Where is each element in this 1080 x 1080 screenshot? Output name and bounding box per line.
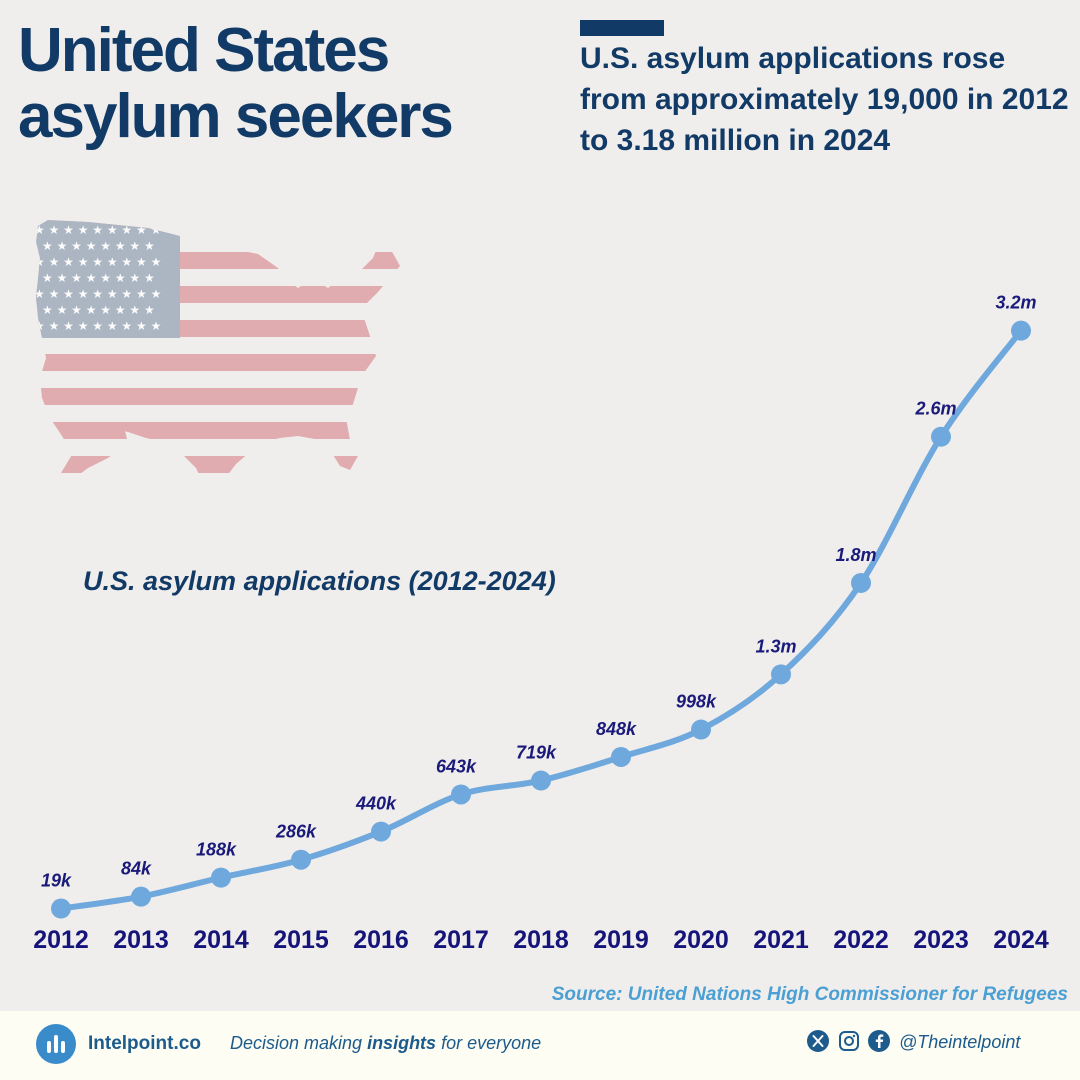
- x-tick-label-2017: 2017: [433, 926, 489, 954]
- us-flag-map-icon: ★ ★ ★ ★ ★ ★ ★ ★ ★ ★ ★ ★ ★ ★ ★ ★ ★ ★ ★ ★ …: [34, 220, 400, 494]
- data-point-2024: [1011, 320, 1031, 341]
- accent-bar: [580, 20, 664, 36]
- data-point-2019: [611, 746, 631, 767]
- svg-text:★ ★ ★ ★ ★ ★ ★ ★: ★ ★ ★ ★ ★ ★ ★ ★: [42, 271, 155, 285]
- data-point-2016: [371, 821, 391, 842]
- data-point-2012: [51, 898, 71, 919]
- x-tick-label-2022: 2022: [833, 926, 889, 954]
- x-tick-label-2013: 2013: [113, 926, 169, 954]
- svg-text:★ ★ ★ ★ ★ ★ ★ ★ ★: ★ ★ ★ ★ ★ ★ ★ ★ ★: [34, 287, 161, 301]
- instagram-icon[interactable]: [838, 1030, 860, 1052]
- data-point-2014: [211, 867, 231, 888]
- footer: Intelpoint.co Decision making insights f…: [0, 1011, 1080, 1080]
- title-line-1: United States: [18, 16, 390, 85]
- data-label-2019: 848k: [596, 719, 637, 739]
- x-tick-label-2024: 2024: [993, 926, 1049, 954]
- svg-text:★ ★ ★ ★ ★ ★ ★ ★ ★: ★ ★ ★ ★ ★ ★ ★ ★ ★: [34, 319, 161, 333]
- x-tick-label-2020: 2020: [673, 926, 729, 954]
- data-label-2018: 719k: [516, 743, 557, 763]
- x-tick-label-2021: 2021: [753, 926, 809, 954]
- data-label-2024: 3.2m: [995, 293, 1036, 313]
- x-icon[interactable]: [807, 1030, 829, 1052]
- data-label-2023: 2.6m: [914, 399, 956, 419]
- data-point-2021: [771, 664, 791, 685]
- data-label-2016: 440k: [355, 794, 397, 814]
- source-note: Source: United Nations High Commissioner…: [551, 984, 1068, 1005]
- svg-text:★ ★ ★ ★ ★ ★ ★ ★: ★ ★ ★ ★ ★ ★ ★ ★: [42, 239, 155, 253]
- data-point-2020: [691, 719, 711, 740]
- data-point-2015: [291, 849, 311, 870]
- x-tick-label-2019: 2019: [593, 926, 649, 954]
- data-label-2015: 286k: [275, 822, 317, 842]
- line-chart: 19k 2012 84k 2013 188k 2014 286k 2015 440k 2016 64…: [33, 293, 1049, 954]
- chart-title: U.S. asylum applications (2012-2024): [83, 566, 556, 596]
- x-tick-label-2015: 2015: [273, 926, 329, 954]
- title-line-2: asylum seekers: [18, 82, 454, 151]
- x-tick-label-2023: 2023: [913, 926, 969, 954]
- data-point-2013: [131, 886, 151, 907]
- svg-text:★ ★ ★ ★ ★ ★ ★ ★ ★: ★ ★ ★ ★ ★ ★ ★ ★ ★: [34, 255, 161, 269]
- facebook-icon[interactable]: [868, 1030, 890, 1052]
- headline: U.S. asylum applications rose from appro…: [580, 42, 1069, 157]
- series-line: [58, 327, 1024, 912]
- data-point-2017: [451, 784, 471, 805]
- data-label-2020: 998k: [676, 692, 717, 712]
- intelpoint-logo-icon: [36, 1024, 76, 1064]
- data-point-2018: [531, 770, 551, 791]
- data-point-2022: [851, 572, 871, 593]
- social-handle[interactable]: @Theintelpoint: [899, 1032, 1021, 1052]
- x-tick-label-2018: 2018: [513, 926, 569, 954]
- data-label-2021: 1.3m: [755, 636, 796, 656]
- data-label-2022: 1.8m: [835, 545, 876, 565]
- brand-name[interactable]: Intelpoint.co: [88, 1033, 201, 1054]
- data-point-2023: [931, 426, 951, 447]
- svg-text:★ ★ ★ ★ ★ ★ ★ ★ ★: ★ ★ ★ ★ ★ ★ ★ ★ ★: [34, 223, 161, 237]
- data-label-2017: 643k: [436, 756, 477, 776]
- x-tick-label-2012: 2012: [33, 926, 89, 954]
- data-label-2013: 84k: [121, 859, 152, 879]
- data-label-2014: 188k: [196, 840, 237, 860]
- x-tick-label-2016: 2016: [353, 926, 409, 954]
- page-title: United States asylum seekers: [18, 18, 538, 150]
- data-label-2012: 19k: [41, 871, 72, 891]
- svg-text:★ ★ ★ ★ ★ ★ ★ ★: ★ ★ ★ ★ ★ ★ ★ ★: [42, 303, 155, 317]
- tagline: Decision making insights for everyone: [230, 1033, 542, 1053]
- x-tick-label-2014: 2014: [193, 926, 249, 954]
